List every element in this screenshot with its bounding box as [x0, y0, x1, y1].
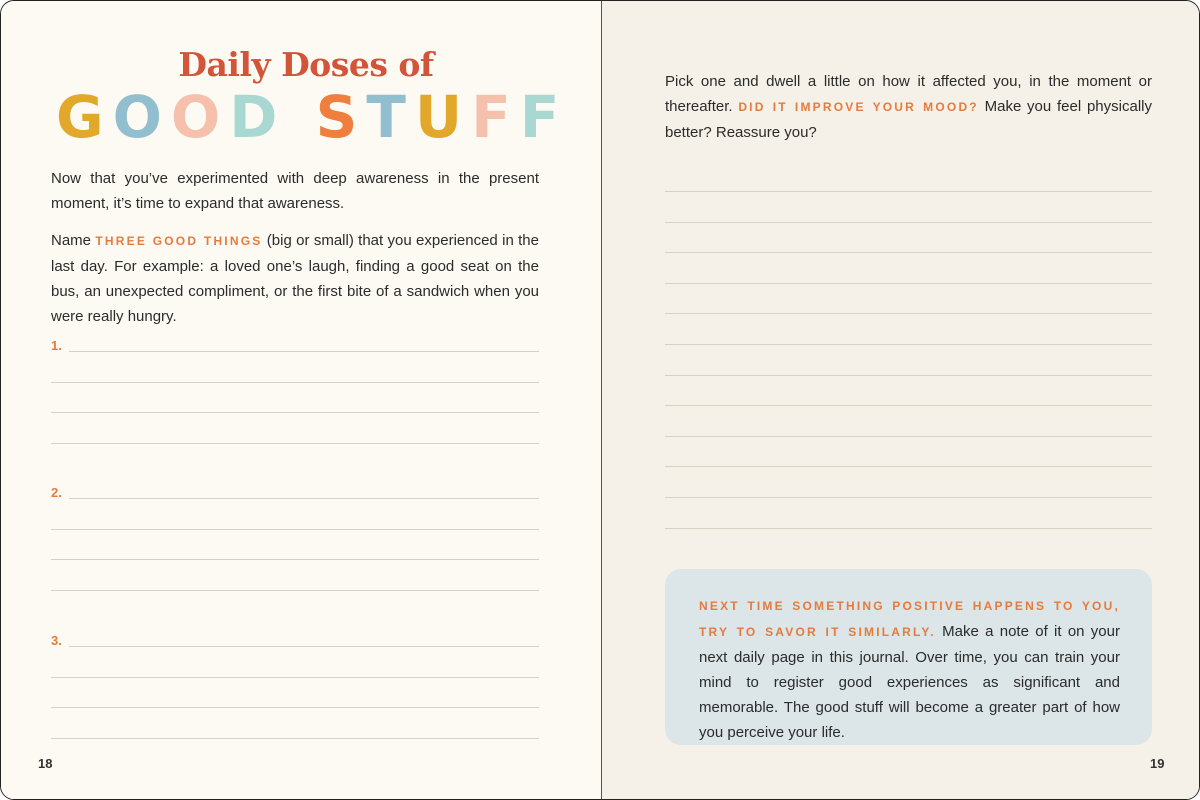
writing-line[interactable]: [665, 527, 1152, 529]
title-letter: U: [414, 83, 472, 151]
page-number: 18: [38, 756, 53, 771]
prompt-text: Name THREE GOOD THINGS (big or small) th…: [51, 228, 539, 329]
title-top: Daily Doses of: [178, 45, 434, 84]
prompt-highlight: THREE GOOD THINGS: [95, 234, 263, 248]
writing-line[interactable]: [665, 374, 1152, 376]
writing-line[interactable]: [51, 738, 539, 740]
prompt-before: Pick one and dwell a little on how it af…: [665, 73, 1152, 115]
writing-line[interactable]: [665, 497, 1152, 498]
tip-highlight: NEXT TIME SOMETHING POSITIVE HAPPENS TO …: [699, 599, 1120, 639]
tip-box: NEXT TIME SOMETHING POSITIVE HAPPENS TO …: [665, 569, 1152, 745]
right-page: Pick one and dwell a little on how it af…: [601, 1, 1199, 799]
intro-text: Now that you’ve experimented with deep a…: [51, 170, 539, 212]
writing-line[interactable]: [665, 282, 1152, 284]
title-letter: S: [315, 83, 367, 151]
prompt-highlight: DID IT IMPROVE YOUR MOOD?: [738, 100, 979, 114]
title-letter: T: [366, 83, 415, 151]
title-main: GOOD STUFF: [56, 83, 568, 151]
prompt-after: Make you feel physically better? Reassur…: [665, 98, 1152, 141]
item-number: 2.: [51, 485, 62, 500]
title-letter: F: [519, 83, 569, 151]
title-letter: G: [56, 83, 113, 151]
writing-line[interactable]: [69, 498, 539, 499]
writing-line[interactable]: [51, 412, 539, 414]
writing-line[interactable]: [51, 381, 539, 383]
writing-line[interactable]: [51, 590, 539, 592]
item-number: 3.: [51, 633, 62, 648]
prompt-before: Name: [51, 232, 96, 249]
writing-line[interactable]: [665, 344, 1152, 345]
writing-line[interactable]: [51, 676, 539, 678]
writing-line[interactable]: [665, 221, 1152, 223]
title-letter: F: [471, 83, 520, 151]
title-letter: O: [112, 83, 171, 151]
tip-text: NEXT TIME SOMETHING POSITIVE HAPPENS TO …: [699, 593, 1120, 745]
writing-line[interactable]: [665, 313, 1152, 315]
writing-line[interactable]: [69, 646, 539, 647]
reflection-prompt: Pick one and dwell a little on how it af…: [665, 69, 1152, 145]
writing-line[interactable]: [665, 435, 1152, 437]
writing-line[interactable]: [665, 405, 1152, 407]
title-letter: O: [170, 83, 230, 151]
writing-line[interactable]: [69, 351, 539, 352]
writing-line[interactable]: [51, 707, 539, 709]
writing-line[interactable]: [665, 466, 1152, 468]
prompt-after: (big or small) that you experienced in t…: [51, 232, 539, 325]
writing-line[interactable]: [51, 443, 539, 445]
page-number: 19: [1150, 756, 1165, 771]
title-letter: D: [229, 83, 287, 151]
writing-line[interactable]: [51, 559, 539, 561]
left-page: Daily Doses of GOOD STUFF Now that you’v…: [1, 1, 601, 799]
writing-line[interactable]: [51, 528, 539, 530]
writing-line[interactable]: [665, 252, 1152, 254]
title-letter: [286, 83, 315, 151]
writing-line[interactable]: [665, 191, 1152, 192]
tip-body: Make a note of it on your next daily pag…: [699, 623, 1120, 741]
item-number: 1.: [51, 338, 62, 353]
